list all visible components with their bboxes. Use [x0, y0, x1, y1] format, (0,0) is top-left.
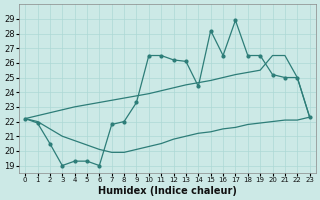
X-axis label: Humidex (Indice chaleur): Humidex (Indice chaleur) — [98, 186, 237, 196]
